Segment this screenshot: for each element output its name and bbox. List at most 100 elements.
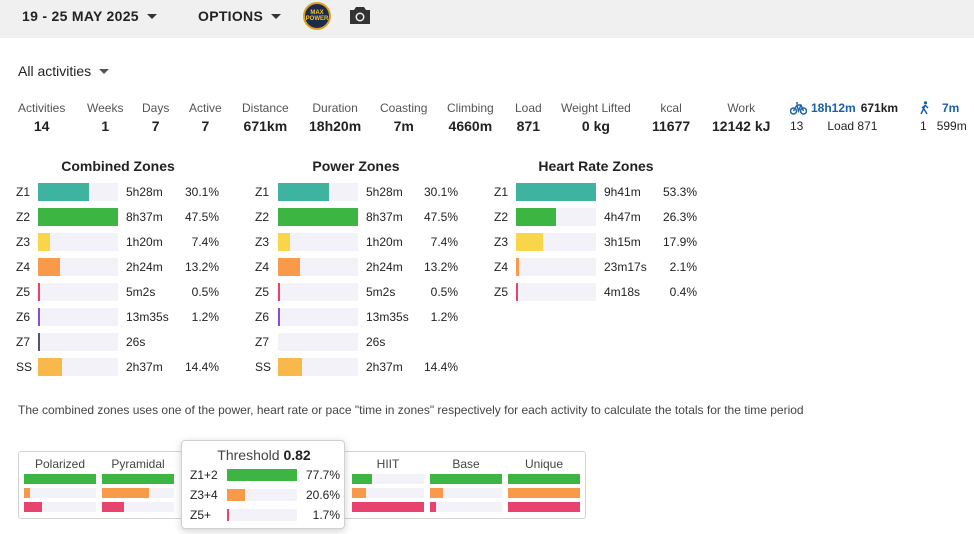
zone-time: 2h24m [126, 260, 163, 274]
stat-label: Load [515, 101, 542, 115]
tooltip-bar-fill [227, 489, 245, 501]
tooltip-title-label: Threshold [217, 447, 280, 463]
zone-time: 1h20m [366, 235, 403, 249]
zone-time: 3h15m [604, 235, 641, 249]
combined-zones-note: The combined zones uses one of the power… [18, 403, 804, 417]
chevron-down-icon [146, 13, 157, 19]
ride-load: Load 871 [827, 119, 878, 133]
zone-bar-track [38, 208, 118, 226]
activity-filter-dropdown[interactable]: All activities [18, 61, 110, 81]
zone-label: Z2 [494, 210, 509, 224]
stat-distance: Distance 671km [242, 101, 289, 135]
stat-load: Load 871 [515, 101, 542, 135]
zone-time: 8h37m [126, 210, 163, 224]
distribution-bar [430, 488, 502, 498]
zone-label: Z4 [16, 260, 31, 274]
zone-row-z2: Z2 8h37m 47.5% [255, 208, 465, 226]
stat-label: kcal [660, 101, 682, 115]
zone-bar-track [516, 258, 596, 276]
stat-value: 11677 [652, 118, 691, 134]
distribution-bar [508, 474, 580, 484]
stat-value: 0 kg [581, 118, 610, 134]
zone-percent: 13.2% [184, 260, 219, 274]
distribution-pyramidal[interactable]: Pyramidal [102, 452, 174, 518]
distribution-unique[interactable]: Unique [508, 452, 580, 518]
zone-label: Z2 [16, 210, 31, 224]
athlete-logo[interactable]: MAX POWER [303, 2, 331, 30]
zone-bar-fill [38, 358, 62, 376]
zone-time: 13m35s [366, 310, 409, 324]
distribution-hiit[interactable]: HIIT [352, 452, 424, 518]
zone-row-z1: Z1 9h41m 53.3% [494, 183, 704, 201]
distribution-label: Polarized [34, 457, 86, 471]
distribution-polarized[interactable]: Polarized [24, 452, 96, 518]
stat-days: Days 7 [142, 101, 169, 135]
zone-bar-track [516, 183, 596, 201]
tooltip-bar-track [227, 489, 297, 501]
zone-percent: 30.1% [423, 185, 458, 199]
zone-percent: 2.1% [669, 260, 697, 274]
zone-bar-fill [278, 233, 290, 251]
zone-percent: 26.3% [662, 210, 697, 224]
zone-label: Z1 [255, 185, 270, 199]
distribution-bar [430, 502, 502, 512]
zone-bar-track [516, 233, 596, 251]
tooltip-score: 0.82 [283, 447, 311, 463]
combined-zones-title: Combined Zones [61, 158, 175, 174]
zone-percent: 7.4% [191, 235, 219, 249]
zone-bar-fill [278, 258, 300, 276]
stat-kcal: kcal 11677 [652, 101, 690, 135]
top-toolbar: 19 - 25 MAY 2025 OPTIONS MAX POWER [0, 0, 974, 38]
distribution-bar-fill [430, 488, 443, 498]
stat-climbing: Climbing 4660m [447, 101, 494, 135]
zone-percent: 17.9% [662, 235, 697, 249]
zone-bar-fill [278, 183, 329, 201]
zone-percent: 14.4% [184, 360, 219, 374]
zone-percent: 30.1% [184, 185, 219, 199]
zone-label: SS [16, 360, 33, 374]
stat-work: Work 12142 kJ [712, 101, 770, 135]
zone-bar-fill [38, 333, 40, 351]
distribution-bar [102, 502, 174, 512]
zone-row-ss: SS 2h37m 14.4% [16, 358, 226, 376]
zone-bar-fill [516, 183, 596, 201]
ride-time: 18h12m [811, 101, 856, 115]
stat-value: 671km [243, 118, 288, 134]
zone-time: 4h47m [604, 210, 641, 224]
zone-bar-track [38, 358, 118, 376]
options-button[interactable]: OPTIONS [198, 0, 282, 32]
stat-label: Coasting [380, 101, 428, 115]
zone-percent: 47.5% [184, 210, 219, 224]
zone-bar-track [516, 283, 596, 301]
zone-time: 26s [366, 335, 386, 349]
date-range-button[interactable]: 19 - 25 MAY 2025 [22, 0, 157, 32]
zone-percent: 0.5% [430, 285, 458, 299]
stat-activities: Activities 14 [18, 101, 65, 135]
tooltip-title: Threshold 0.82 [182, 447, 346, 463]
distribution-label: HIIT [376, 457, 400, 471]
zone-label: Z6 [255, 310, 270, 324]
distribution-bar [102, 488, 174, 498]
zone-row-z2: Z2 4h47m 26.3% [494, 208, 704, 226]
distribution-base[interactable]: Base [430, 452, 502, 518]
zone-bar-track [278, 308, 358, 326]
zone-bar-track [38, 258, 118, 276]
sport-summary-walk[interactable]: 7m 1 599m [920, 100, 967, 135]
stat-label: Active [189, 101, 222, 115]
sport-summary-ride[interactable]: 18h12m 671km 13 Load 871 [790, 100, 898, 135]
chevron-down-icon [99, 68, 110, 74]
bike-icon [790, 101, 807, 115]
zone-percent: 1.2% [430, 310, 458, 324]
distribution-label: Unique [524, 457, 564, 471]
tooltip-row-label: Z1+2 [190, 468, 218, 482]
zone-bar-fill [516, 233, 543, 251]
zone-label: Z7 [16, 335, 31, 349]
zone-time: 9h41m [604, 185, 641, 199]
zone-row-z4: Z4 2h24m 13.2% [16, 258, 226, 276]
distribution-bar [352, 488, 424, 498]
zone-row-z1: Z1 5h28m 30.1% [255, 183, 465, 201]
distribution-bar [24, 488, 96, 498]
zone-row-z4: Z4 23m17s 2.1% [494, 258, 704, 276]
camera-icon[interactable] [349, 5, 371, 25]
zone-bar-track [278, 333, 358, 351]
